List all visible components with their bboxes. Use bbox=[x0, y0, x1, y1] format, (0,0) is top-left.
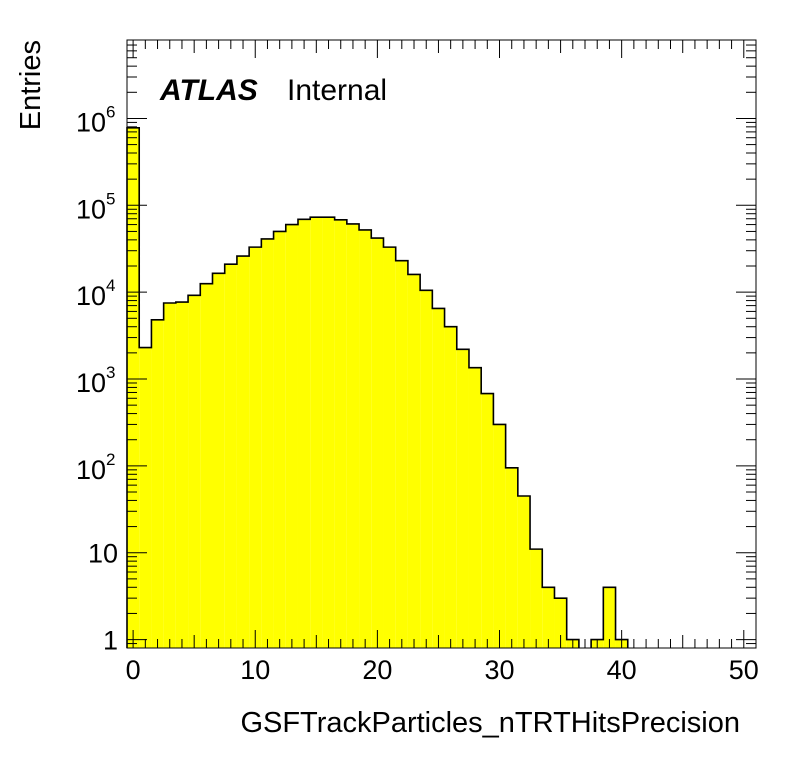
histogram-bar bbox=[212, 273, 225, 648]
histogram-bar bbox=[383, 247, 396, 648]
histogram-bar bbox=[200, 283, 213, 648]
histogram-bar bbox=[175, 302, 189, 648]
x-axis-label: GSFTrackParticles_nTRTHitsPrecision bbox=[240, 707, 740, 739]
y-tick-label: 104 bbox=[76, 276, 116, 311]
histogram-bar bbox=[481, 393, 494, 648]
histogram-outline bbox=[126, 127, 629, 648]
y-tick-label: 103 bbox=[76, 363, 116, 398]
x-tick-label: 0 bbox=[126, 655, 141, 685]
y-tick-labels: 1 10 102 103 104 105 106 bbox=[76, 102, 118, 655]
y-tick-label: 102 bbox=[76, 450, 116, 485]
histogram-bar bbox=[407, 274, 421, 648]
histogram-bar bbox=[493, 424, 506, 648]
histogram-bar bbox=[505, 467, 518, 648]
histogram-bar bbox=[273, 231, 286, 649]
histogram-bar bbox=[456, 349, 469, 648]
y-tick-label: 1 bbox=[103, 626, 118, 656]
histogram-bar bbox=[224, 264, 237, 648]
x-tick-label: 50 bbox=[729, 655, 759, 685]
histogram-bar bbox=[468, 367, 482, 648]
y-axis-label: Entries bbox=[15, 40, 47, 130]
x-tick-label: 10 bbox=[240, 655, 270, 685]
histogram-bar bbox=[310, 217, 323, 649]
x-tick-label: 20 bbox=[362, 655, 392, 685]
histogram-bar bbox=[285, 224, 298, 648]
x-tick-label: 30 bbox=[484, 655, 514, 685]
internal-label: Internal bbox=[287, 74, 387, 107]
x-tick-label: 40 bbox=[607, 655, 637, 685]
histogram-bar bbox=[359, 229, 372, 648]
histogram-bar bbox=[334, 219, 347, 648]
histogram-bar bbox=[517, 495, 531, 648]
atlas-label: ATLAS bbox=[159, 74, 258, 107]
histogram-bar bbox=[297, 219, 311, 648]
y-tick-label: 106 bbox=[76, 102, 116, 137]
histogram-bar bbox=[444, 326, 457, 648]
axis-ticks bbox=[127, 39, 757, 649]
histogram-bar bbox=[236, 256, 250, 648]
histogram-bar bbox=[188, 295, 201, 648]
histogram-bar bbox=[420, 290, 433, 648]
y-tick-label: 10 bbox=[88, 539, 118, 569]
histogram-bars bbox=[126, 127, 629, 649]
histogram-bar bbox=[346, 223, 360, 648]
histogram-bar bbox=[395, 260, 408, 648]
x-tick-labels: 0 10 20 30 40 50 bbox=[126, 655, 759, 685]
histogram-bar bbox=[322, 217, 335, 649]
histogram-bar bbox=[151, 319, 164, 648]
histogram-bar bbox=[371, 238, 384, 648]
histogram-bar bbox=[530, 549, 543, 648]
histogram-bar bbox=[603, 587, 616, 648]
histogram-bar bbox=[139, 347, 152, 648]
y-tick-label: 105 bbox=[76, 189, 116, 224]
histogram-bar bbox=[249, 247, 262, 648]
histogram-bar bbox=[261, 238, 274, 648]
histogram-bar bbox=[432, 308, 445, 648]
histogram-bar bbox=[554, 598, 567, 648]
plot-frame bbox=[126, 39, 757, 649]
histogram-bar bbox=[542, 587, 555, 648]
histogram-bar bbox=[163, 303, 176, 648]
